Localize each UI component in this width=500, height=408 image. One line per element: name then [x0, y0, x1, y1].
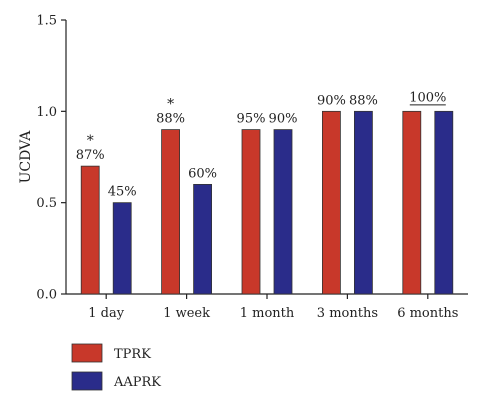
- data-label: 60%: [188, 166, 217, 181]
- bar-aaprk: [434, 110, 454, 295]
- data-label: 90%: [317, 93, 346, 108]
- x-tick-label: 1 week: [163, 306, 210, 321]
- bar-tprk: [161, 129, 181, 295]
- y-axis-title: UCDVA: [18, 130, 34, 184]
- y-tick-label: 1.0: [36, 105, 57, 120]
- bar-aaprk: [273, 129, 293, 295]
- y-tick-label: 0.0: [36, 288, 57, 303]
- data-label: 87%: [76, 148, 105, 163]
- legend-label: TPRK: [114, 347, 151, 362]
- data-label: 90%: [269, 112, 298, 127]
- bar-tprk: [80, 165, 100, 295]
- data-labels: 87%45%*88%60%*95% 90%90% 88% 100%: [76, 90, 447, 199]
- x-tick-label: 3 months: [317, 306, 378, 321]
- x-ticks: 1 day 1 week 1 month 3 months 6 months: [88, 294, 458, 321]
- group-annotation: 100%: [409, 90, 446, 105]
- data-label: 88%: [349, 93, 378, 108]
- legend-swatch-tprk: [71, 343, 103, 363]
- y-tick-label: 0.5: [36, 196, 57, 211]
- bar-tprk: [402, 110, 422, 295]
- x-tick-label: 6 months: [397, 306, 458, 321]
- x-tick-label: 1 month: [240, 306, 295, 321]
- bar-tprk: [321, 110, 341, 295]
- legend-swatch-aaprk: [71, 371, 103, 391]
- legend: TPRK AAPRK: [71, 343, 161, 391]
- x-tick-label: 1 day: [88, 306, 124, 321]
- data-label: 88%: [156, 112, 185, 127]
- bar-aaprk: [112, 202, 132, 295]
- legend-label: AAPRK: [113, 375, 161, 390]
- significance-marker: *: [167, 97, 174, 113]
- bar-tprk: [241, 129, 261, 295]
- data-label: 95%: [237, 112, 266, 127]
- y-ticks: 0.0 0.5 1.0 1.5: [36, 14, 66, 303]
- bar-aaprk: [353, 110, 373, 295]
- significance-marker: *: [87, 133, 94, 149]
- bar-aaprk: [193, 183, 213, 295]
- bars: [80, 110, 454, 295]
- y-tick-label: 1.5: [36, 14, 57, 29]
- data-label: 45%: [108, 185, 137, 200]
